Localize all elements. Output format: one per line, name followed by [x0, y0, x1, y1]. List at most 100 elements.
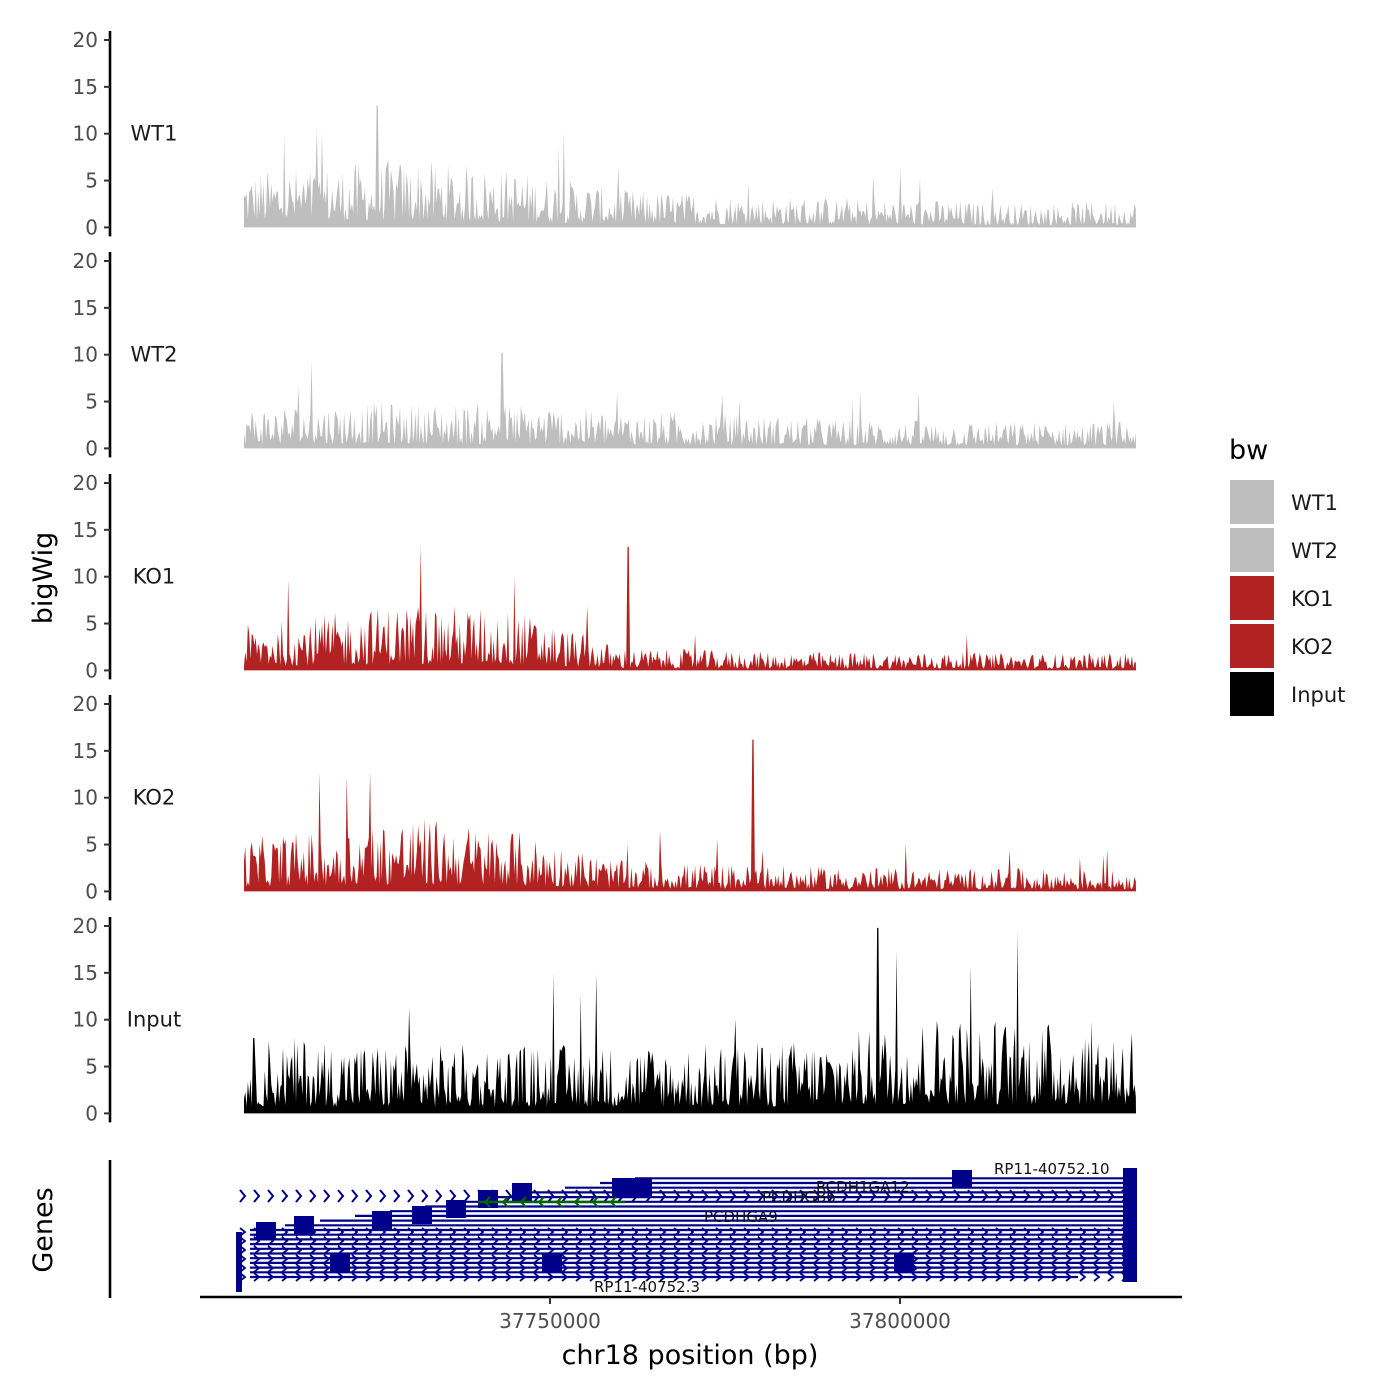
gene-chevron: [883, 1272, 891, 1282]
gene-chevron: [267, 1272, 275, 1282]
y-tick-label: 0: [85, 879, 98, 903]
gene-chevron: [757, 1254, 765, 1264]
signal-area-wt1: [244, 105, 1136, 228]
gene-chevron: [911, 1189, 919, 1203]
gene-chevron: [337, 1227, 345, 1237]
gene-chevron: [673, 1245, 681, 1255]
y-tick-label: 15: [73, 75, 98, 99]
gene-chevron: [253, 1272, 261, 1282]
gene-chevron: [309, 1189, 317, 1203]
gene-chevron: [687, 1245, 695, 1255]
gene-chevron: [323, 1263, 331, 1273]
gene-label: RP11-40752.10: [994, 1160, 1110, 1178]
gene-chevron: [617, 1263, 625, 1273]
gene-chevron: [617, 1227, 625, 1237]
gene-chevron: [757, 1263, 765, 1273]
y-tick-label: 20: [73, 471, 98, 495]
gene-chevron: [1093, 1236, 1101, 1246]
gene-chevron: [869, 1263, 877, 1273]
gene-chevron: [743, 1272, 751, 1282]
gene-chevron: [547, 1227, 555, 1237]
gene-chevron: [505, 1272, 513, 1282]
gene-chevron: [491, 1263, 499, 1273]
gene-chevron: [673, 1254, 681, 1264]
legend-key-wt2: [1230, 528, 1274, 572]
gene-chevron: [617, 1245, 625, 1255]
gene-chevron: [785, 1236, 793, 1246]
gene-chevron: [435, 1272, 443, 1282]
gene-chevron: [897, 1227, 905, 1237]
gene-chevron: [491, 1272, 499, 1282]
gene-chevron: [1037, 1263, 1045, 1273]
gene-chevron: [603, 1245, 611, 1255]
gene-chevron: [1093, 1263, 1101, 1273]
gene-chevron: [477, 1263, 485, 1273]
gene-chevron: [505, 1227, 513, 1237]
gene-chevron: [1051, 1254, 1059, 1264]
signal-area-input: [244, 927, 1136, 1114]
gene-chevron: [407, 1254, 415, 1264]
gene-chevron: [869, 1227, 877, 1237]
gene-chevron: [981, 1236, 989, 1246]
gene-chevron: [981, 1272, 989, 1282]
gene-chevron: [799, 1272, 807, 1282]
gene-chevron: [799, 1227, 807, 1237]
gene-chevron: [253, 1189, 261, 1203]
signal-area-ko2: [244, 739, 1136, 892]
gene-chevron: [1051, 1263, 1059, 1273]
gene-chevron: [337, 1272, 345, 1282]
gene-chevron: [449, 1272, 457, 1282]
gene-chevron: [827, 1245, 835, 1255]
gene-chevron: [561, 1227, 569, 1237]
gene-chevron: [575, 1254, 583, 1264]
gene-chevron: [407, 1245, 415, 1255]
gene-exon-block: [1123, 1168, 1137, 1282]
gene-chevron: [855, 1272, 863, 1282]
gene-chevron: [477, 1227, 485, 1237]
gene-chevron: [435, 1254, 443, 1264]
gene-chevron: [1065, 1227, 1073, 1237]
gene-exon-block: [294, 1216, 314, 1234]
gene-chevron: [491, 1236, 499, 1246]
gene-chevron: [799, 1254, 807, 1264]
gene-chevron: [995, 1272, 1003, 1282]
gene-chevron: [785, 1272, 793, 1282]
gene-chevron: [1079, 1245, 1087, 1255]
gene-exon-block: [512, 1183, 532, 1201]
gene-chevron: [463, 1245, 471, 1255]
gene-chevron: [575, 1263, 583, 1273]
y-tick-label: 10: [73, 1008, 98, 1032]
gene-chevron: [1093, 1245, 1101, 1255]
gene-chevron: [897, 1272, 905, 1282]
gene-chevron: [687, 1189, 695, 1203]
y-tick-label: 20: [73, 249, 98, 273]
gene-chevron: [575, 1227, 583, 1237]
gene-chevron: [1107, 1254, 1115, 1264]
gene-chevron: [659, 1272, 667, 1282]
gene-chevron: [561, 1272, 569, 1282]
gene-chevron: [1065, 1189, 1073, 1203]
y-tick-label: 10: [73, 122, 98, 146]
gene-chevron: [281, 1236, 289, 1246]
y-tick-label: 0: [85, 1101, 98, 1125]
gene-chevron: [869, 1254, 877, 1264]
y-tick-label: 5: [85, 169, 98, 193]
gene-chevron: [631, 1254, 639, 1264]
y-tick-label: 5: [85, 390, 98, 414]
gene-chevron: [659, 1263, 667, 1273]
gene-chevron: [743, 1245, 751, 1255]
gene-chevron: [1107, 1263, 1115, 1273]
gene-chevron: [855, 1263, 863, 1273]
gene-chevron: [589, 1254, 597, 1264]
legend-label-input: Input: [1291, 683, 1345, 707]
gene-chevron: [939, 1263, 947, 1273]
gene-chevron: [603, 1263, 611, 1273]
gene-chevron: [785, 1263, 793, 1273]
gene-chevron: [743, 1227, 751, 1237]
gene-chevron: [869, 1189, 877, 1203]
gene-chevron: [435, 1236, 443, 1246]
gene-chevron: [827, 1227, 835, 1237]
gene-chevron: [1023, 1245, 1031, 1255]
gene-chevron: [351, 1236, 359, 1246]
gene-chevron: [911, 1236, 919, 1246]
